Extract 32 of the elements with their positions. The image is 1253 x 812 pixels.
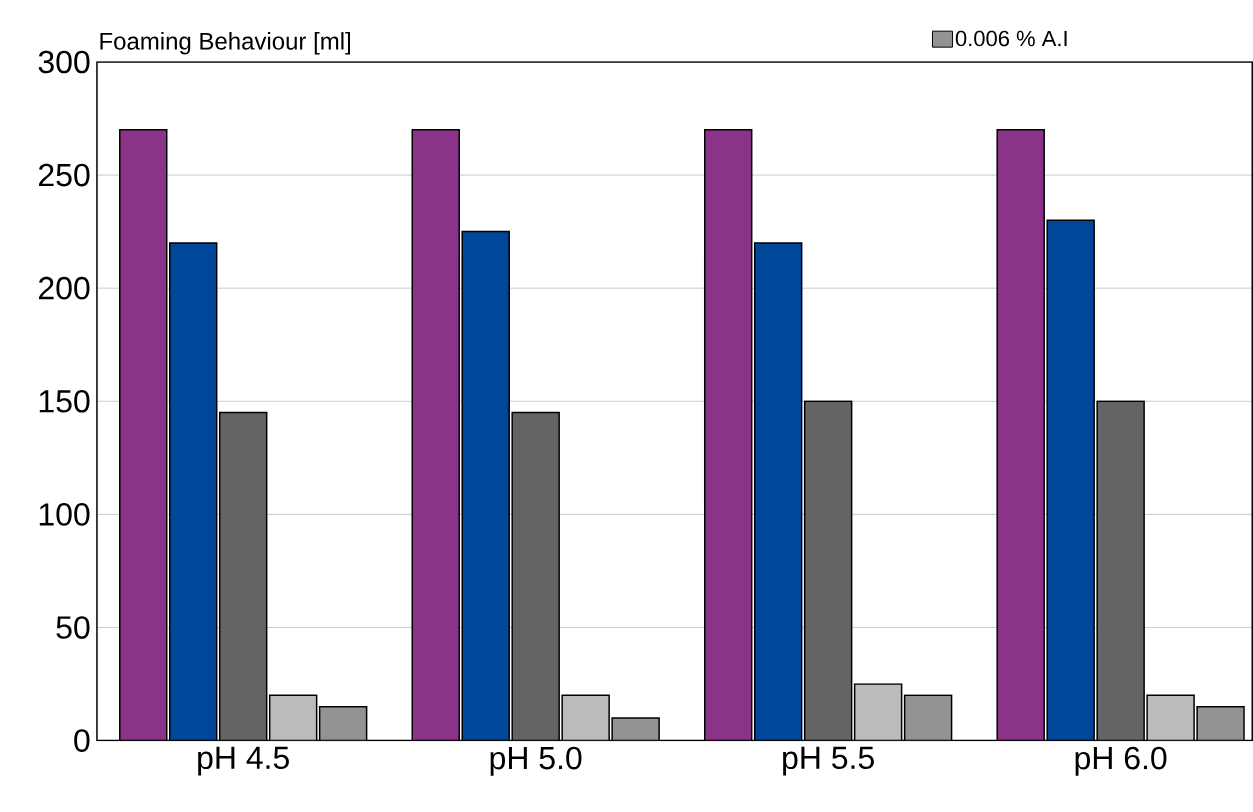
- y-tick-label: 250: [39, 163, 90, 187]
- bar: [562, 695, 610, 741]
- y-tick-label: 150: [39, 390, 90, 413]
- bar: [1096, 400, 1145, 741]
- y-tick-label: 50: [56, 616, 90, 640]
- bar: [804, 401, 852, 741]
- x-tick-label: pH 5.5: [783, 747, 874, 776]
- bar: [754, 243, 802, 741]
- bar: [996, 129, 1045, 741]
- y-tick-label: 200: [39, 277, 90, 300]
- y-tick-label: 300: [38, 50, 90, 74]
- bar: [462, 231, 510, 741]
- bar: [904, 695, 952, 741]
- bar: [512, 412, 560, 741]
- bar: [269, 695, 317, 741]
- y-tick-label: 0: [74, 729, 90, 753]
- legend-label: 0.006 % A.I: [955, 30, 1067, 47]
- x-tick-label: pH 5.0: [490, 747, 582, 776]
- x-tick-label: pH 6.0: [1075, 747, 1167, 776]
- bar: [1046, 219, 1095, 741]
- bar: [1146, 694, 1195, 741]
- bar: [169, 243, 217, 741]
- bar: [1196, 706, 1245, 741]
- y-axis-title: Foaming Behaviour [ml]: [100, 32, 351, 55]
- bar: [219, 412, 267, 741]
- bar: [319, 706, 367, 741]
- y-tick-label: 100: [39, 503, 90, 526]
- x-tick-label: pH 4.5: [198, 747, 289, 776]
- bar: [854, 684, 902, 741]
- bar: [412, 130, 460, 741]
- bar: [704, 130, 752, 741]
- bar: [119, 130, 167, 741]
